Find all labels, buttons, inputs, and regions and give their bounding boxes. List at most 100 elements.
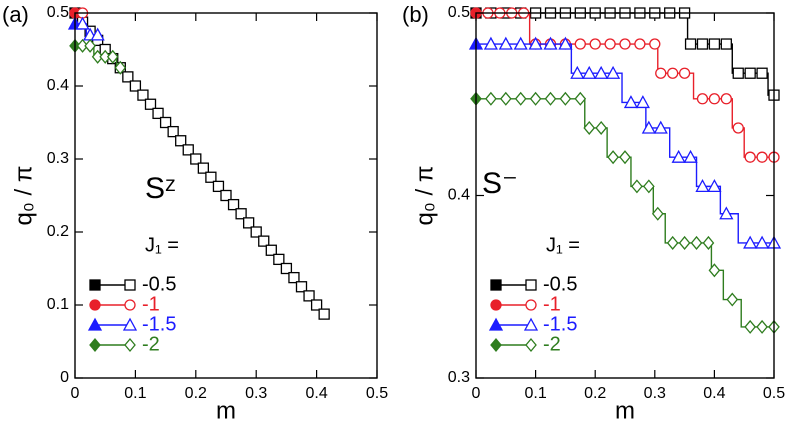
marker bbox=[756, 151, 768, 163]
marker bbox=[182, 144, 194, 156]
x-tick-label: 0.1 bbox=[524, 385, 546, 402]
marker bbox=[744, 319, 757, 334]
marker bbox=[634, 38, 646, 50]
marker bbox=[642, 179, 655, 194]
marker bbox=[651, 206, 664, 221]
marker bbox=[754, 235, 770, 249]
marker bbox=[756, 319, 768, 334]
marker bbox=[708, 93, 721, 105]
x-tick-label: 0 bbox=[472, 385, 481, 402]
x-tick-label: 0.5 bbox=[366, 385, 388, 402]
marker bbox=[513, 36, 528, 50]
marker bbox=[227, 198, 240, 211]
marker bbox=[574, 38, 586, 50]
x-axis-label: m bbox=[615, 397, 635, 424]
legend-label: -0.5 bbox=[142, 273, 176, 295]
panel-label: (a) bbox=[2, 2, 29, 27]
legend-label: -1.5 bbox=[142, 313, 176, 335]
marker bbox=[99, 49, 112, 64]
marker bbox=[205, 171, 217, 183]
y-tick-label: 0.5 bbox=[47, 4, 69, 21]
marker bbox=[190, 153, 202, 165]
marker bbox=[523, 317, 539, 331]
marker bbox=[76, 38, 89, 53]
marker bbox=[273, 253, 285, 266]
marker bbox=[235, 208, 247, 220]
marker bbox=[89, 279, 101, 291]
marker bbox=[695, 179, 710, 193]
marker bbox=[726, 292, 739, 307]
marker bbox=[623, 95, 639, 109]
marker bbox=[265, 244, 277, 256]
marker bbox=[708, 263, 721, 278]
marker bbox=[514, 91, 527, 106]
marker bbox=[129, 80, 142, 92]
marker bbox=[619, 150, 631, 165]
marker bbox=[167, 125, 179, 138]
marker bbox=[528, 36, 543, 50]
marker bbox=[488, 317, 504, 331]
marker bbox=[607, 150, 619, 165]
marker bbox=[529, 91, 542, 106]
marker bbox=[122, 317, 138, 331]
marker bbox=[696, 93, 709, 105]
marker bbox=[89, 299, 101, 311]
marker bbox=[490, 279, 502, 291]
marker bbox=[250, 226, 262, 238]
marker bbox=[288, 271, 300, 284]
x-tick-label: 0 bbox=[71, 385, 80, 402]
marker bbox=[544, 91, 557, 106]
marker bbox=[558, 36, 573, 50]
x-tick-label: 0.2 bbox=[185, 385, 207, 402]
plot-frame bbox=[475, 12, 775, 379]
x-tick-label: 0.3 bbox=[245, 385, 267, 402]
marker bbox=[595, 120, 608, 135]
marker bbox=[653, 120, 668, 134]
marker bbox=[75, 16, 90, 30]
marker bbox=[124, 337, 136, 353]
marker bbox=[684, 38, 697, 50]
marker bbox=[631, 179, 643, 194]
marker bbox=[485, 91, 497, 106]
marker bbox=[197, 162, 210, 174]
y-axis-label: q₀ / π bbox=[411, 166, 438, 226]
marker bbox=[619, 38, 631, 50]
marker bbox=[303, 290, 315, 302]
marker bbox=[490, 299, 502, 311]
marker bbox=[152, 107, 164, 120]
marker bbox=[310, 299, 323, 311]
marker bbox=[543, 36, 558, 50]
plot-frame bbox=[74, 12, 378, 379]
marker bbox=[175, 135, 187, 147]
marker bbox=[220, 189, 232, 202]
legend-label: -1 bbox=[142, 293, 160, 315]
x-axis-label: m bbox=[216, 397, 236, 424]
marker bbox=[490, 337, 502, 353]
marker bbox=[144, 98, 157, 110]
marker bbox=[635, 95, 650, 109]
marker bbox=[743, 235, 758, 249]
marker bbox=[707, 179, 722, 193]
marker bbox=[744, 67, 756, 79]
y-tick-label: 0 bbox=[60, 369, 69, 386]
y-tick-label: 0.4 bbox=[47, 77, 69, 94]
marker bbox=[605, 65, 621, 79]
marker bbox=[318, 308, 330, 320]
marker bbox=[649, 38, 661, 50]
marker bbox=[678, 235, 691, 250]
x-tick-label: 0.5 bbox=[763, 385, 785, 402]
marker bbox=[525, 279, 537, 291]
marker bbox=[570, 65, 585, 79]
legend-title: J₁ = bbox=[546, 234, 580, 256]
marker bbox=[90, 27, 105, 41]
y-tick-label: 0.5 bbox=[448, 4, 470, 21]
y-tick-label: 0.4 bbox=[448, 187, 470, 204]
x-tick-label: 0.2 bbox=[584, 385, 606, 402]
marker bbox=[720, 93, 732, 105]
marker bbox=[720, 38, 732, 50]
marker bbox=[696, 38, 709, 50]
marker bbox=[732, 122, 744, 134]
marker bbox=[583, 120, 596, 135]
marker bbox=[84, 38, 96, 53]
